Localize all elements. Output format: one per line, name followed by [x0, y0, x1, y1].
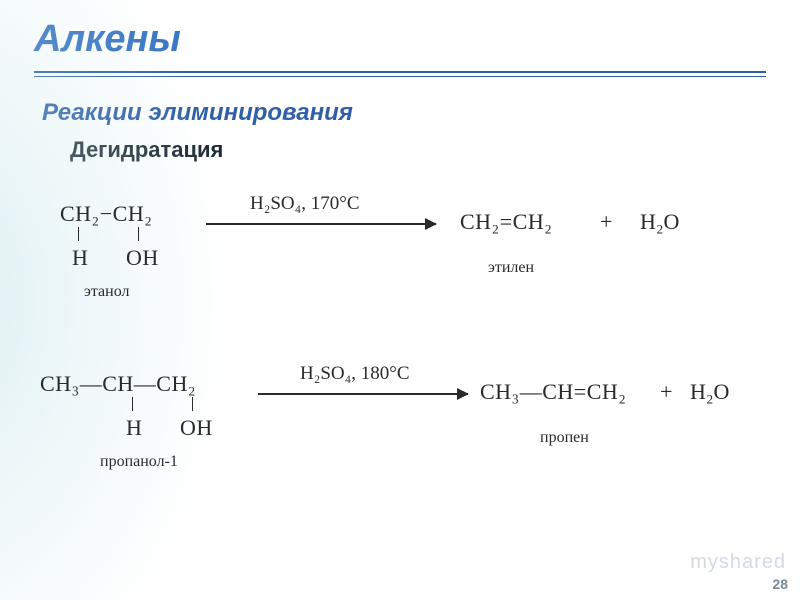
- title-rule: [34, 71, 766, 77]
- r1-plus: +: [600, 209, 612, 235]
- r2-reactant-oh: OH: [180, 415, 213, 441]
- reaction-2: CH₃—CH—CH₂ H OH пропанол-1 H₂SO₄, 180°C …: [40, 351, 760, 501]
- section-sub2: Дегидратация: [70, 137, 800, 163]
- r2-reactant-label: пропанол-1: [100, 453, 178, 471]
- slide-header: Алкены: [0, 0, 800, 67]
- page-number: 28: [772, 576, 788, 592]
- r2-product-label: пропен: [540, 429, 589, 447]
- r1-reactant-label: этанол: [84, 283, 130, 301]
- r1-product-label: этилен: [488, 259, 534, 277]
- r2-plus: +: [660, 379, 672, 405]
- r2-conditions: H₂SO₄, 180°C: [300, 363, 410, 385]
- watermark-text: myshared: [690, 551, 786, 574]
- r2-reactant-line1: CH₃—CH—CH₂: [40, 371, 196, 397]
- r2-byproduct: H₂O: [690, 379, 729, 405]
- r1-reactant-oh: OH: [126, 245, 159, 271]
- r1-conditions: H₂SO₄, 170°C: [250, 193, 360, 215]
- r2-product: CH₃—CH=CH₂: [480, 379, 626, 405]
- r1-arrow: [206, 223, 436, 225]
- r1-reactant-h: H: [72, 245, 88, 271]
- r1-byproduct: H₂O: [640, 209, 679, 235]
- r2-reactant: CH₃—CH—CH₂ H OH: [40, 371, 196, 415]
- slide-title: Алкены: [34, 18, 800, 61]
- section-subtitle: Реакции элиминирования: [42, 99, 800, 127]
- r1-reactant-line1: CH₂−CH₂: [60, 201, 152, 227]
- reactions-area: CH₂−CH₂ H OH этанол H₂SO₄, 170°C CH₂=CH₂…: [0, 181, 800, 501]
- r2-reactant-h: H: [126, 415, 142, 441]
- r1-reactant: CH₂−CH₂ H OH: [60, 201, 152, 245]
- r2-arrow: [258, 393, 468, 395]
- r1-product: CH₂=CH₂: [460, 209, 552, 235]
- reaction-1: CH₂−CH₂ H OH этанол H₂SO₄, 170°C CH₂=CH₂…: [40, 181, 760, 331]
